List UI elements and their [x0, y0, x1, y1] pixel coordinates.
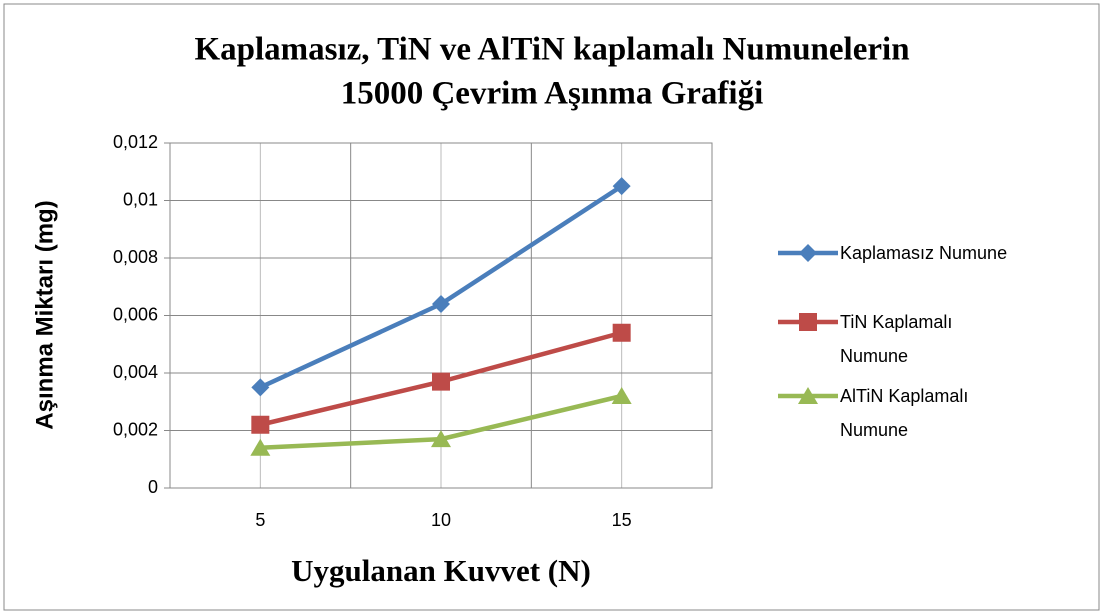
y-axis-label: Aşınma Miktarı (mg): [31, 200, 58, 429]
x-axis-label: Uygulanan Kuvvet (N): [291, 553, 591, 588]
marker: [432, 372, 450, 391]
legend-label-box: TiN Kaplamalı Numune: [840, 312, 953, 366]
marker: [251, 378, 270, 397]
y-tick-label: 0,004: [113, 362, 158, 382]
y-tick-label: 0,012: [113, 132, 158, 152]
legend-label-box: AlTiN Kaplamalı Numune: [840, 386, 969, 440]
y-tick-label: 0,008: [113, 247, 158, 267]
chart-title: Kaplamasız, TiN ve AlTiN kaplamalı Numun…: [194, 32, 909, 68]
marker: [798, 387, 818, 404]
legend-label: TiN Kaplamalı Numune: [840, 312, 953, 366]
x-tick-label: 5: [255, 510, 265, 530]
legend-label: AlTiN Kaplamalı Numune: [840, 386, 969, 440]
marker: [431, 430, 451, 448]
marker: [251, 415, 270, 434]
legend-label: Kaplamasız Numune: [840, 243, 1008, 263]
plot-area: [169, 142, 713, 489]
y-tick-label: 0: [148, 477, 158, 497]
marker: [612, 323, 631, 342]
x-tick-label: 15: [612, 510, 632, 530]
marker: [611, 387, 632, 404]
y-tick-label: 0,006: [113, 304, 158, 324]
marker: [612, 177, 631, 196]
marker: [799, 313, 817, 331]
y-tick-label: 0,002: [113, 419, 158, 439]
chart-border: [3, 3, 1100, 611]
legend-label-box: Kaplamasız Numune: [840, 243, 1008, 263]
marker: [432, 295, 450, 313]
marker: [799, 244, 817, 262]
marker: [250, 438, 271, 456]
chart-title: 15000 Çevrim Aşınma Grafiği: [341, 76, 764, 112]
y-tick-label: 0,01: [123, 189, 158, 209]
x-tick-label: 10: [431, 510, 451, 530]
